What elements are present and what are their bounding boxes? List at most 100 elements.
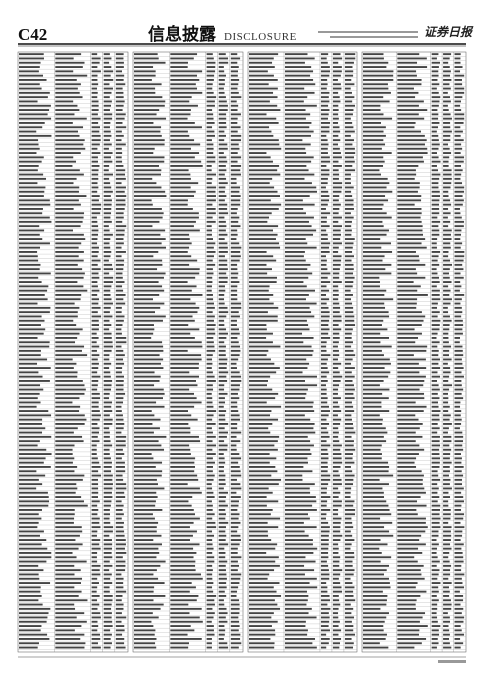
cell-text: [115, 91, 124, 94]
cell-text: [170, 603, 189, 606]
cell-text: [320, 388, 327, 391]
cell-text: [344, 556, 355, 559]
cell-text: [344, 384, 354, 387]
cell-text: [170, 646, 189, 649]
cell-text: [91, 104, 99, 107]
cell-text: [249, 233, 278, 236]
cell-text: [218, 595, 227, 597]
cell-text: [103, 371, 111, 374]
cell-text: [91, 384, 98, 387]
cell-text: [454, 586, 465, 589]
cell-text: [344, 190, 352, 193]
cell-text: [170, 285, 197, 288]
cell-text: [344, 599, 356, 602]
cell-text: [218, 173, 225, 176]
cell-text: [19, 620, 47, 623]
cell-text: [332, 268, 340, 271]
cell-text: [431, 212, 440, 215]
cell-text: [332, 504, 342, 507]
cell-text: [332, 70, 342, 73]
cell-text: [206, 229, 212, 232]
cell-text: [170, 332, 191, 335]
cell-text: [332, 470, 339, 473]
cell-text: [230, 337, 238, 339]
cell-text: [249, 324, 267, 326]
cell-text: [332, 491, 341, 494]
cell-text: [55, 203, 81, 206]
cell-text: [454, 599, 464, 602]
cell-text: [332, 126, 340, 129]
cell-text: [344, 160, 355, 163]
cell-text: [55, 474, 85, 477]
cell-text: [230, 276, 238, 279]
cell-text: [249, 354, 267, 357]
cell-text: [454, 358, 462, 361]
cell-text: [363, 556, 392, 559]
cell-text: [206, 418, 213, 421]
cell-text: [134, 306, 161, 309]
cell-text: [115, 113, 126, 116]
cell-text: [397, 603, 416, 606]
cell-text: [431, 169, 439, 172]
cell-text: [344, 444, 354, 447]
cell-text: [431, 195, 441, 197]
cell-text: [363, 513, 392, 516]
cell-text: [454, 272, 461, 275]
cell-text: [206, 190, 216, 193]
cell-text: [431, 448, 440, 451]
cell-text: [284, 599, 308, 602]
cell-text: [431, 526, 441, 529]
cell-text: [431, 556, 438, 559]
cell-text: [344, 332, 352, 335]
cell-text: [344, 177, 351, 180]
cell-text: [91, 444, 97, 447]
cell-text: [332, 263, 341, 266]
cell-text: [363, 117, 393, 120]
cell-text: [284, 487, 310, 490]
cell-text: [443, 543, 451, 546]
cell-text: [134, 427, 160, 430]
cell-text: [19, 603, 43, 606]
cell-text: [206, 169, 212, 172]
cell-text: [170, 405, 195, 408]
cell-text: [320, 251, 330, 253]
cell-text: [249, 152, 267, 154]
cell-text: [91, 427, 100, 430]
cell-text: [397, 285, 421, 288]
cell-text: [363, 182, 390, 185]
cell-text: [206, 233, 212, 236]
cell-text: [344, 83, 355, 86]
cell-text: [397, 169, 416, 172]
cell-text: [443, 444, 450, 447]
cell-text: [363, 281, 381, 283]
cell-text: [397, 220, 422, 223]
cell-text: [55, 410, 80, 412]
cell-text: [55, 345, 85, 348]
cell-text: [170, 616, 200, 619]
cell-text: [249, 367, 280, 369]
cell-text: [332, 61, 339, 64]
cell-text: [431, 113, 439, 116]
cell-text: [134, 100, 166, 103]
cell-text: [443, 79, 452, 81]
cell-text: [134, 414, 155, 417]
cell-text: [170, 534, 193, 537]
cell-text: [19, 478, 39, 481]
cell-text: [249, 83, 269, 86]
cell-text: [134, 302, 165, 305]
cell-text: [363, 229, 389, 232]
cell-text: [284, 203, 315, 206]
cell-text: [55, 534, 80, 537]
cell-text: [397, 341, 416, 344]
cell-text: [91, 590, 97, 593]
cell-text: [284, 190, 318, 193]
cell-text: [19, 319, 45, 322]
cell-text: [170, 298, 191, 301]
cell-text: [206, 466, 213, 468]
cell-text: [103, 285, 112, 288]
cell-text: [344, 401, 352, 404]
cell-text: [443, 629, 450, 632]
cell-text: [284, 152, 307, 154]
cell-text: [134, 625, 154, 627]
